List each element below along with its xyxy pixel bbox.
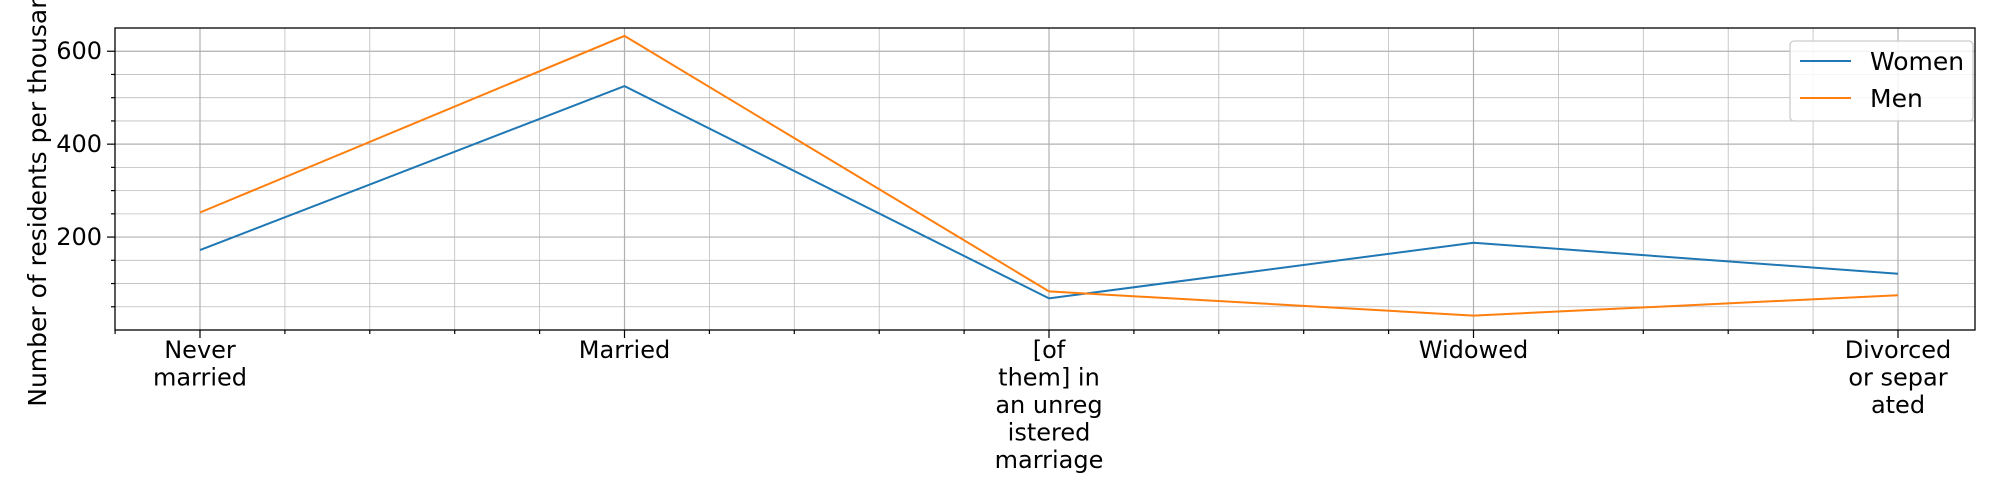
x-tick-label-line: or separ xyxy=(1848,364,1947,392)
legend: Women Men xyxy=(1789,40,1974,122)
legend-label: Women xyxy=(1870,47,1964,76)
legend-label: Men xyxy=(1870,84,1923,113)
x-tick-label-line: them] in xyxy=(998,364,1100,392)
series-lines xyxy=(199,34,1899,317)
series-line-men xyxy=(199,34,1899,317)
x-tick-label-line: an unreg xyxy=(995,391,1102,419)
x-tick-label-line: marriage xyxy=(995,446,1104,474)
plot-area xyxy=(114,27,1976,331)
x-tick-label-line: istered xyxy=(1008,419,1091,447)
y-tick-label: 400 xyxy=(56,130,102,158)
x-tick-label-line: Divorced xyxy=(1845,336,1952,364)
x-tick-label: [of them] in an unreg istered marriage xyxy=(995,336,1104,474)
x-tick-label-line: ated xyxy=(1871,391,1925,419)
x-tick-label-line: [of xyxy=(1033,336,1066,364)
grid xyxy=(114,28,1975,330)
x-tick-label-line: Married xyxy=(579,336,670,364)
x-tick-label: Married xyxy=(579,336,670,364)
y-tick-label: 600 xyxy=(56,37,102,65)
x-tick-label-line: Widowed xyxy=(1419,336,1528,364)
series-line-women xyxy=(199,85,1899,300)
y-axis: 200 400 600 xyxy=(56,37,115,308)
x-tick-label-line: married xyxy=(153,364,247,392)
x-tick-label: Never married xyxy=(153,336,247,392)
y-tick-label: 200 xyxy=(56,223,102,251)
x-axis: Never married Married [of them] in an unreg is… xyxy=(114,330,1952,474)
x-tick-label: Divorced or separ ated xyxy=(1845,336,1952,419)
x-tick-label-line: Never xyxy=(164,336,236,364)
y-axis-label: Number of residents per thousand p xyxy=(23,0,52,407)
x-tick-label: Widowed xyxy=(1419,336,1528,364)
